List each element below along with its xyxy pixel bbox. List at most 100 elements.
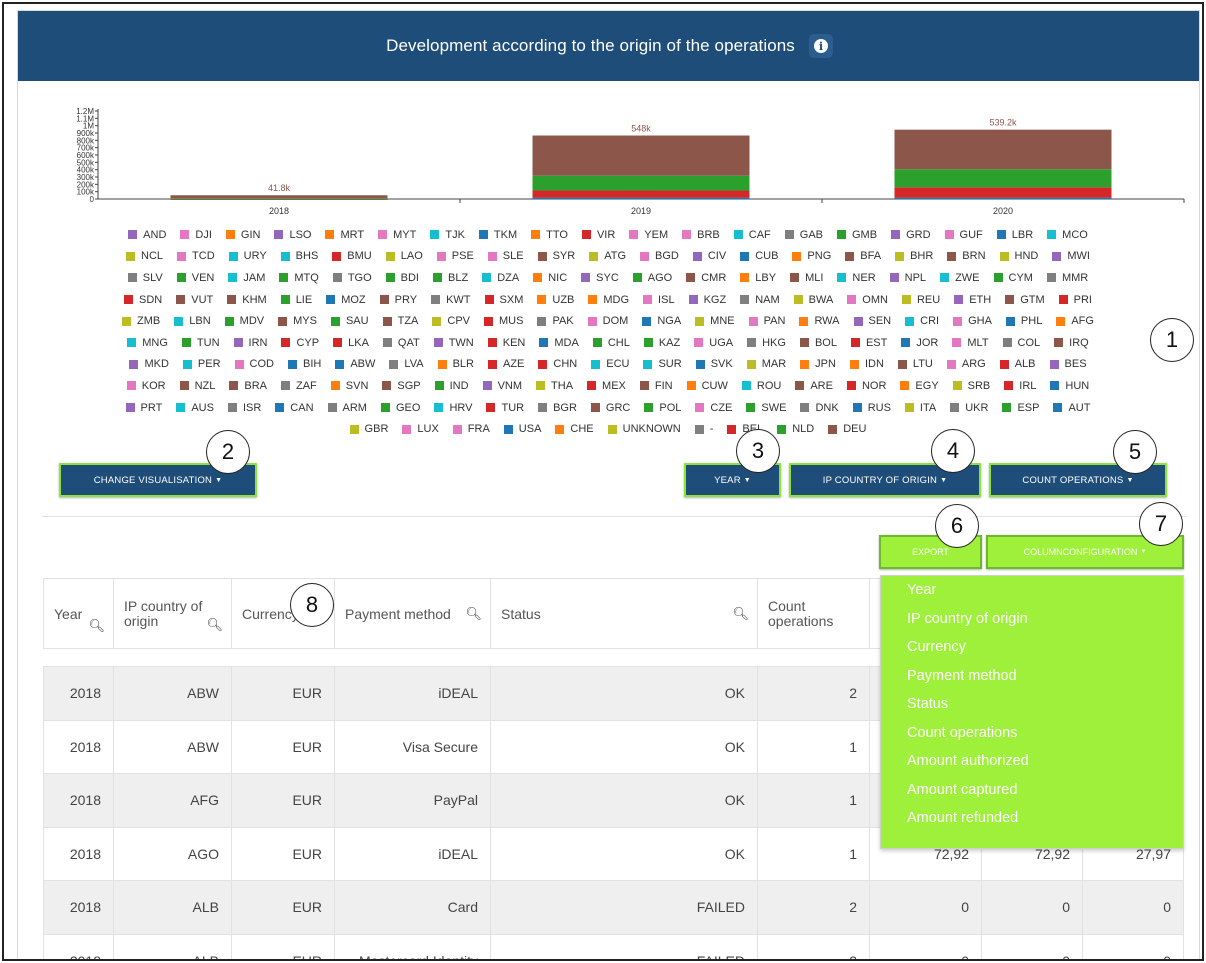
legend-item[interactable]: ABW bbox=[335, 358, 375, 370]
column-menu-item[interactable]: Amount captured bbox=[907, 781, 1018, 798]
legend-item[interactable]: BES bbox=[1049, 358, 1087, 370]
legend-item[interactable]: HUN bbox=[1050, 380, 1089, 392]
legend-item[interactable]: NOR bbox=[846, 380, 886, 392]
legend-item[interactable]: ROU bbox=[741, 380, 781, 392]
legend-item[interactable]: NZL bbox=[179, 380, 215, 392]
legend-item[interactable]: HRV bbox=[434, 402, 472, 414]
legend-item[interactable]: URY bbox=[228, 250, 267, 262]
legend-item[interactable]: GMB bbox=[837, 229, 877, 241]
legend-item[interactable]: SVN bbox=[330, 380, 368, 392]
legend-item[interactable]: CYP bbox=[281, 337, 319, 349]
legend-item[interactable]: ISR bbox=[227, 402, 261, 414]
legend-item[interactable]: BDI bbox=[385, 272, 419, 284]
legend-item[interactable]: AFG bbox=[1056, 315, 1094, 327]
legend-item[interactable]: LAO bbox=[385, 250, 423, 262]
legend-item[interactable]: ALB bbox=[999, 358, 1036, 370]
legend-item[interactable]: BMU bbox=[332, 250, 372, 262]
legend-item[interactable]: TGO bbox=[332, 272, 372, 284]
legend-item[interactable]: GAB bbox=[784, 229, 823, 241]
legend-item[interactable]: SGP bbox=[382, 380, 421, 392]
legend-item[interactable]: NIC bbox=[533, 272, 567, 284]
search-icon[interactable]: 🔍︎ bbox=[206, 617, 223, 632]
legend-item[interactable]: GRD bbox=[891, 229, 931, 241]
legend-item[interactable]: CHL bbox=[592, 337, 630, 349]
legend-item[interactable]: AZE bbox=[487, 358, 524, 370]
legend-item[interactable]: VEN bbox=[176, 272, 214, 284]
legend-item[interactable]: UKR bbox=[950, 402, 988, 414]
legend-item[interactable]: IRL bbox=[1004, 380, 1036, 392]
table-row[interactable]: 2018 ALB EUR Card FAILED 2 0 0 0 bbox=[43, 880, 1184, 935]
legend-item[interactable]: IRN bbox=[233, 337, 267, 349]
legend-item[interactable]: MTQ bbox=[279, 272, 319, 284]
legend-item[interactable]: NPL bbox=[889, 272, 926, 284]
legend-item[interactable]: SYR bbox=[537, 250, 575, 262]
export-button[interactable]: EXPORT bbox=[879, 535, 982, 569]
legend-item[interactable]: ZMB bbox=[122, 315, 160, 327]
legend-item[interactable]: SLE bbox=[487, 250, 524, 262]
legend-item[interactable]: BHR bbox=[895, 250, 933, 262]
legend-item[interactable]: EGY bbox=[900, 380, 939, 392]
legend-item[interactable]: IND bbox=[434, 380, 469, 392]
legend-item[interactable]: LTU bbox=[897, 358, 933, 370]
legend-item[interactable]: PSE bbox=[436, 250, 474, 262]
legend-item[interactable]: BRA bbox=[229, 380, 267, 392]
legend-item[interactable]: SAU bbox=[330, 315, 369, 327]
legend-item[interactable]: MDV bbox=[224, 315, 264, 327]
legend-item[interactable]: KEN bbox=[487, 337, 525, 349]
legend-item[interactable]: FIN bbox=[639, 380, 673, 392]
column-menu-item[interactable]: Currency bbox=[907, 639, 966, 655]
table-row[interactable]: 2018ALBEURMastercard IdentityFAILED2000 bbox=[43, 933, 1184, 959]
legend-item[interactable]: ISL bbox=[643, 294, 675, 306]
legend-item[interactable]: CHE bbox=[555, 423, 594, 435]
legend-item[interactable]: KGZ bbox=[688, 294, 726, 306]
column-menu-item[interactable]: Year bbox=[907, 582, 937, 598]
legend-item[interactable]: VUT bbox=[176, 294, 213, 306]
legend-item[interactable]: LKA bbox=[333, 337, 369, 349]
column-menu-item[interactable]: Amount authorized bbox=[907, 753, 1029, 769]
legend-item[interactable]: BGR bbox=[538, 402, 577, 414]
legend-item[interactable]: USA bbox=[503, 423, 541, 435]
legend-item[interactable]: BOL bbox=[799, 337, 837, 349]
legend-item[interactable]: COD bbox=[234, 358, 274, 370]
legend-item[interactable]: LBN bbox=[174, 315, 211, 327]
legend-item[interactable]: SRB bbox=[952, 380, 990, 392]
legend-item[interactable]: BRB bbox=[682, 229, 720, 241]
legend-item[interactable]: PRY bbox=[379, 294, 417, 306]
legend-item[interactable]: MUS bbox=[484, 315, 523, 327]
legend-item[interactable]: AGO bbox=[632, 272, 672, 284]
legend-item[interactable]: JOR bbox=[901, 337, 938, 349]
column-menu-item[interactable]: IP country of origin bbox=[907, 610, 1028, 627]
legend-item[interactable]: NER bbox=[837, 272, 876, 284]
legend-item[interactable]: PAK bbox=[537, 315, 574, 327]
legend-item[interactable]: THA bbox=[536, 380, 573, 392]
legend-item[interactable]: CRI bbox=[905, 315, 939, 327]
legend-item[interactable]: SWE bbox=[746, 402, 786, 414]
legend-item[interactable]: QAT bbox=[382, 337, 420, 349]
legend-item[interactable]: MRT bbox=[325, 229, 364, 241]
legend-item[interactable]: CAN bbox=[275, 402, 314, 414]
legend-item[interactable]: GTM bbox=[1005, 294, 1045, 306]
legend-item[interactable]: SXM bbox=[484, 294, 523, 306]
legend-item[interactable]: MAR bbox=[746, 358, 786, 370]
legend-item[interactable]: TWN bbox=[433, 337, 474, 349]
search-icon[interactable]: 🔍︎ bbox=[732, 606, 749, 621]
legend-item[interactable]: ZWE bbox=[940, 272, 980, 284]
legend-item[interactable]: NCL bbox=[126, 250, 163, 262]
legend-item[interactable]: AND bbox=[128, 229, 166, 241]
legend-item[interactable]: MWI bbox=[1052, 250, 1090, 262]
legend-item[interactable]: MKD bbox=[129, 358, 169, 370]
legend-item[interactable]: ESP bbox=[1002, 402, 1039, 414]
legend-item[interactable]: ARE bbox=[795, 380, 833, 392]
legend-item[interactable]: SVK bbox=[695, 358, 733, 370]
legend-item[interactable]: DEU bbox=[828, 423, 866, 435]
legend-item[interactable]: MLT bbox=[952, 337, 989, 349]
legend-item[interactable]: DOM bbox=[587, 315, 628, 327]
legend-item[interactable]: SLV bbox=[127, 272, 163, 284]
column-menu-item[interactable]: Payment method bbox=[907, 667, 1017, 684]
legend-item[interactable]: TCD bbox=[177, 250, 215, 262]
legend-item[interactable]: IDN bbox=[849, 358, 884, 370]
legend-item[interactable]: FRA bbox=[452, 423, 490, 435]
legend-item[interactable]: LIE bbox=[280, 294, 312, 306]
legend-item[interactable]: HND bbox=[999, 250, 1038, 262]
legend-item[interactable]: - bbox=[694, 423, 713, 435]
